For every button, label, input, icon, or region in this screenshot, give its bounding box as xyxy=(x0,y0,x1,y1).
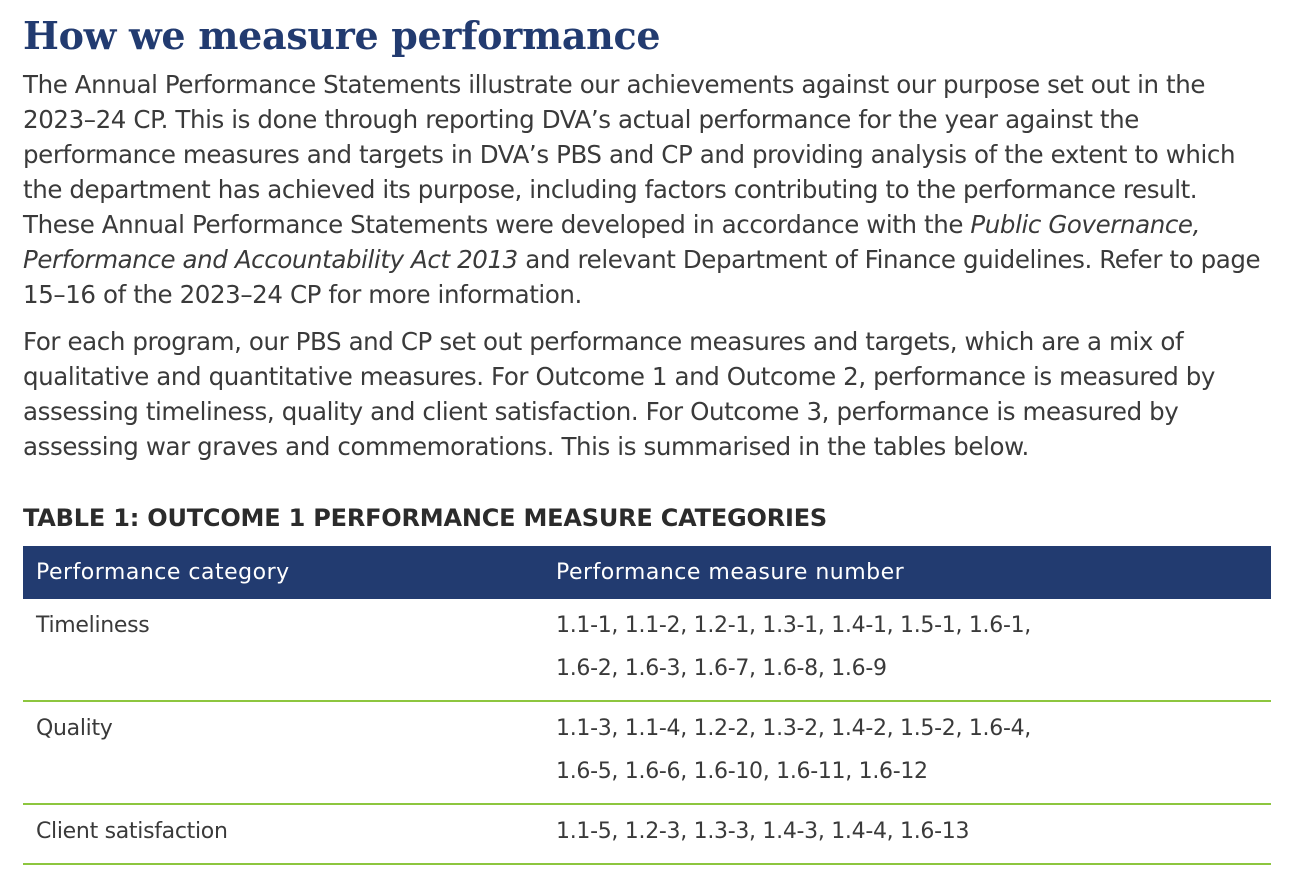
table-title: TABLE 1: OUTCOME 1 PERFORMANCE MEASURE C… xyxy=(23,504,828,532)
table-row: Client satisfaction 1.1-5, 1.2-3, 1.3-3,… xyxy=(23,804,1271,864)
page-title: How we measure performance xyxy=(23,13,661,58)
measure-cell: 1.1-1, 1.1-2, 1.2-1, 1.3-1, 1.4-1, 1.5-1… xyxy=(543,599,1271,701)
measure-line: 1.1-5, 1.2-3, 1.3-3, 1.4-3, 1.4-4, 1.6-1… xyxy=(556,819,970,844)
column-header-category: Performance category xyxy=(36,560,290,585)
category-cell: Client satisfaction xyxy=(36,819,228,844)
intro-paragraph: The Annual Performance Statements illust… xyxy=(23,67,1271,312)
measure-cell: 1.1-5, 1.2-3, 1.3-3, 1.4-3, 1.4-4, 1.6-1… xyxy=(543,804,1271,864)
performance-table: Performance category Performance measure… xyxy=(23,546,1271,865)
program-paragraph: For each program, our PBS and CP set out… xyxy=(23,327,1215,461)
intro-text-start: The Annual Performance Statements illust… xyxy=(23,70,1236,239)
table-row: Timeliness 1.1-1, 1.1-2, 1.2-1, 1.3-1, 1… xyxy=(23,599,1271,701)
column-header-measure: Performance measure number xyxy=(556,560,905,585)
measure-cell: 1.1-3, 1.1-4, 1.2-2, 1.3-2, 1.4-2, 1.5-2… xyxy=(543,701,1271,804)
category-cell: Timeliness xyxy=(36,613,150,638)
measure-line: 1.1-3, 1.1-4, 1.2-2, 1.3-2, 1.4-2, 1.5-2… xyxy=(556,716,1031,741)
measure-line: 1.6-2, 1.6-3, 1.6-7, 1.6-8, 1.6-9 xyxy=(556,656,887,681)
intro-text-end: and relevant Department of Finance guide… xyxy=(23,245,1261,309)
category-cell: Quality xyxy=(36,716,113,741)
page-content: How we measure performance The Annual Pe… xyxy=(23,10,1271,865)
measure-line: 1.6-5, 1.6-6, 1.6-10, 1.6-11, 1.6-12 xyxy=(556,759,928,784)
table-row: Quality 1.1-3, 1.1-4, 1.2-2, 1.3-2, 1.4-… xyxy=(23,701,1271,804)
act-title: Public Governance, Performance and Accou… xyxy=(23,210,1200,274)
measure-line: 1.1-1, 1.1-2, 1.2-1, 1.3-1, 1.4-1, 1.5-1… xyxy=(556,613,1031,638)
table-header-row: Performance category Performance measure… xyxy=(23,546,1271,599)
